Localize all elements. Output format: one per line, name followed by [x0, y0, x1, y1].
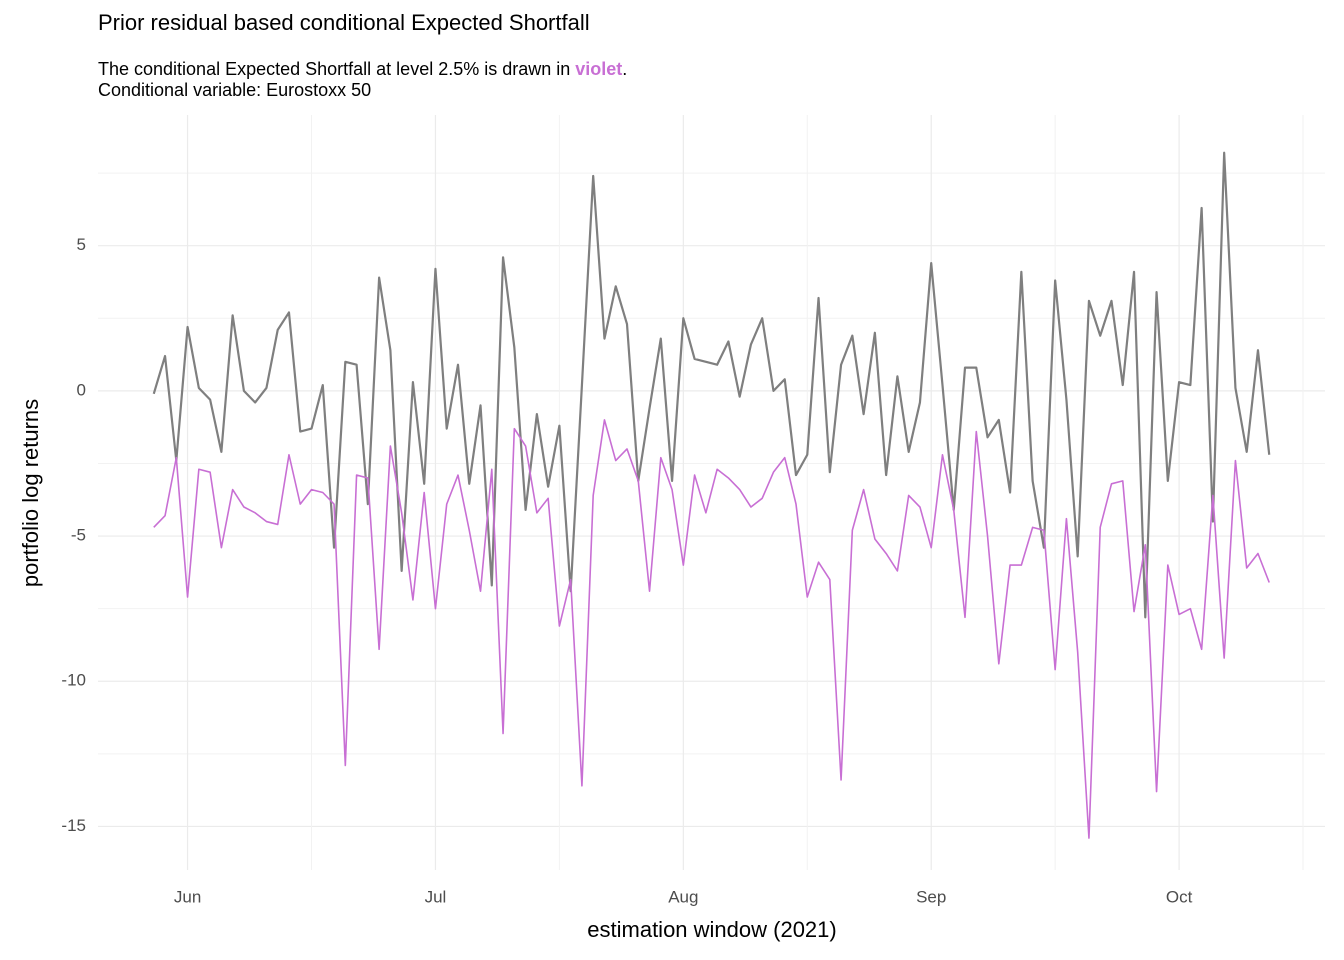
x-tick-label: Sep — [916, 887, 946, 906]
x-tick-label: Jun — [174, 887, 201, 906]
series-line — [152, 151, 1271, 619]
subtitle-text: The conditional Expected Shortfall at le… — [98, 59, 570, 79]
chart-title: Prior residual based conditional Expecte… — [98, 10, 590, 35]
x-axis-title: estimation window (2021) — [587, 917, 836, 942]
x-tick-label: Aug — [668, 887, 698, 906]
grid — [98, 115, 1325, 870]
plot-lines — [152, 151, 1271, 839]
subtitle-highlight: violet — [575, 59, 622, 79]
chart-subtitle: The conditional Expected Shortfall at le… — [98, 59, 627, 79]
subtitle-end: . — [622, 59, 627, 79]
y-tick-label: 5 — [77, 235, 86, 254]
y-axis-title: portfolio log returns — [18, 399, 43, 587]
y-tick-label: -10 — [61, 671, 86, 690]
y-tick-label: 0 — [77, 380, 86, 399]
x-tick-label: Jul — [425, 887, 447, 906]
y-tick-label: -5 — [71, 526, 86, 545]
x-tick-label: Oct — [1166, 887, 1193, 906]
series-line — [153, 419, 1270, 839]
y-tick-label: -15 — [61, 816, 86, 835]
chart-caption: Conditional variable: Eurostoxx 50 — [98, 80, 371, 100]
